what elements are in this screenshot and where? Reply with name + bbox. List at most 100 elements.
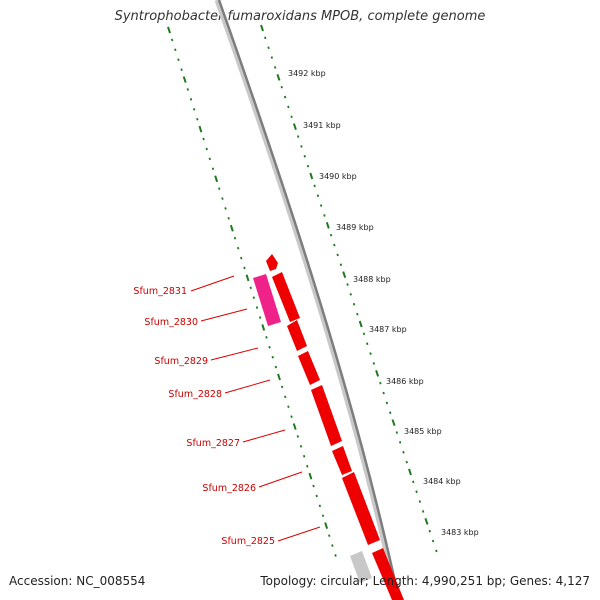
minor-tick — [186, 88, 190, 91]
minor-tick — [284, 395, 287, 399]
minor-tick — [362, 332, 366, 336]
minor-tick — [221, 197, 224, 200]
leader-sfum-2825 — [277, 526, 321, 542]
minor-tick — [243, 266, 246, 270]
inner-tick-ruler — [167, 26, 337, 557]
minor-tick — [421, 510, 425, 513]
major-tick — [325, 221, 330, 229]
minor-tick — [267, 46, 270, 50]
minor-tick — [192, 108, 196, 111]
minor-tick — [264, 36, 267, 40]
minor-tick — [385, 401, 389, 405]
minor-tick — [177, 58, 180, 62]
major-tick — [260, 24, 264, 32]
minor-tick — [208, 157, 212, 161]
minor-tick — [302, 454, 306, 458]
minor-tick — [395, 431, 399, 434]
minor-tick — [319, 204, 323, 207]
minor-tick — [329, 233, 333, 237]
gene-sfum-2828a-shape[interactable] — [287, 320, 307, 351]
minor-tick — [258, 316, 262, 319]
leader-sfum-2829 — [210, 347, 259, 361]
minor-tick — [356, 312, 359, 316]
major-tick — [276, 73, 281, 81]
minor-tick — [218, 187, 221, 190]
minor-tick — [283, 95, 287, 99]
gene-sfum-2827-shape[interactable] — [311, 385, 342, 446]
minor-tick — [435, 549, 438, 553]
kbp-label: 3486 kbp — [386, 377, 424, 386]
genome-backbone — [214, 0, 400, 600]
gene-sfum-2829-shape[interactable] — [272, 272, 300, 322]
minor-tick — [233, 236, 237, 240]
major-tick — [229, 224, 234, 232]
accession-text: Accession: NC_008554 — [9, 574, 146, 588]
major-tick — [277, 373, 281, 381]
gene-label-sfum-2825[interactable]: Sfum_2825 — [221, 536, 275, 547]
minor-tick — [412, 480, 415, 484]
gene-label-sfum-2827[interactable]: Sfum_2827 — [186, 438, 240, 449]
minor-tick — [312, 484, 315, 488]
major-tick — [308, 472, 313, 480]
leader-sfum-2831 — [190, 275, 235, 292]
leader-sfum-2830 — [200, 308, 248, 322]
gene-label-sfum-2828[interactable]: Sfum_2828 — [168, 389, 222, 400]
gene-label-sfum-2826[interactable]: Sfum_2826 — [202, 483, 256, 494]
gene-sfum-2831-shape[interactable] — [266, 254, 278, 271]
minor-tick — [318, 504, 322, 508]
minor-tick — [323, 214, 326, 217]
major-tick — [292, 423, 297, 430]
minor-tick — [271, 355, 274, 359]
gene-sfum-2828b-shape[interactable] — [298, 351, 320, 385]
major-tick — [292, 123, 297, 131]
minor-tick — [372, 362, 376, 365]
minor-tick — [202, 137, 205, 141]
minor-tick — [240, 256, 243, 260]
minor-tick — [418, 500, 422, 503]
minor-tick — [405, 460, 408, 464]
minor-tick — [290, 415, 293, 418]
minor-tick — [265, 336, 268, 339]
minor-tick — [224, 207, 227, 210]
kbp-label: 3487 kbp — [369, 325, 407, 334]
minor-tick — [280, 85, 283, 89]
map-title: Syntrophobacter fumaroxidans MPOB, compl… — [114, 9, 486, 24]
minor-tick — [170, 38, 174, 42]
gene-sfum-2830-shape[interactable] — [253, 274, 281, 326]
gene-grey-shape[interactable] — [350, 551, 372, 583]
gene-label-sfum-2830[interactable]: Sfum_2830 — [144, 317, 198, 328]
minor-tick — [287, 405, 290, 409]
minor-tick — [321, 514, 325, 518]
minor-tick — [255, 306, 259, 309]
major-tick — [261, 324, 266, 331]
minor-tick — [369, 352, 372, 355]
major-tick — [245, 274, 250, 282]
major-tick — [424, 517, 429, 525]
minor-tick — [328, 534, 331, 537]
minor-tick — [349, 293, 352, 296]
major-tick — [214, 175, 219, 183]
minor-tick — [303, 154, 306, 158]
major-tick — [167, 26, 171, 34]
minor-tick — [398, 441, 402, 444]
leader-sfum-2828 — [224, 379, 271, 394]
gene-track — [253, 254, 404, 600]
minor-tick — [389, 411, 392, 415]
minor-tick — [331, 544, 334, 547]
minor-tick — [306, 464, 309, 468]
gene-leader-lines — [190, 275, 321, 542]
minor-tick — [336, 253, 339, 257]
minor-tick — [290, 115, 293, 119]
major-tick — [309, 172, 314, 180]
leader-sfum-2826 — [258, 471, 303, 488]
minor-tick — [366, 342, 369, 346]
gene-sfum-2826-shape[interactable] — [332, 446, 352, 475]
minor-tick — [211, 167, 215, 171]
gene-label-sfum-2829[interactable]: Sfum_2829 — [154, 356, 208, 367]
minor-tick — [273, 66, 277, 69]
gene-label-sfum-2831[interactable]: Sfum_2831 — [133, 286, 187, 297]
gene-next-shape[interactable] — [372, 548, 404, 600]
minor-tick — [299, 445, 303, 448]
kbp-label: 3492 kbp — [288, 69, 326, 78]
gene-sfum-2825-shape[interactable] — [342, 472, 380, 545]
